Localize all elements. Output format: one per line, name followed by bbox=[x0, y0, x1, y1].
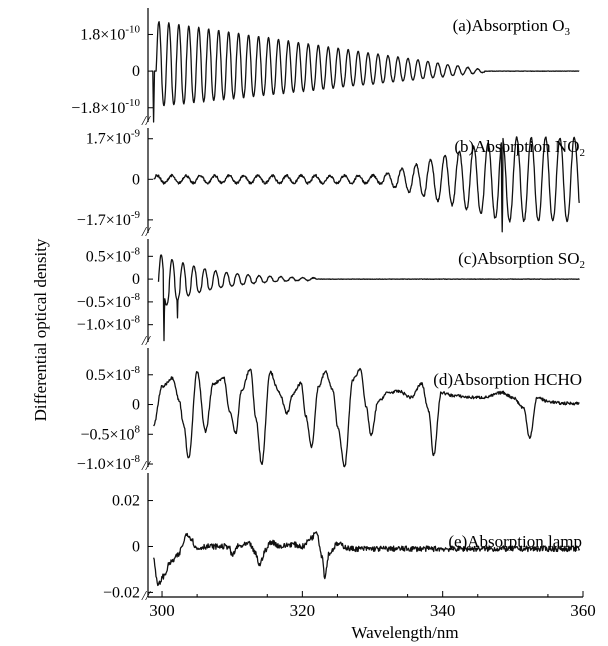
panel-d-title: (d)Absorption HCHO bbox=[433, 370, 582, 389]
series-line-a bbox=[151, 21, 580, 123]
axis-break-marker: // bbox=[141, 589, 151, 604]
y-tick-label: −1.0×10-8 bbox=[77, 314, 141, 334]
y-tick-label: 0 bbox=[132, 271, 140, 288]
axis-break-marker: // bbox=[141, 114, 151, 129]
panel-e: // 0.02 0 −0.02 (e)Absorption lamp bbox=[103, 473, 582, 604]
panel-c: // 0.5×10-8 0 −0.5×10-8 −1.0×10-8 (c)Absorpti… bbox=[77, 239, 585, 349]
panel-c-title: (c)Absorption SO2 bbox=[458, 249, 585, 271]
panel-a: // 1.8×10-10 0 −1.8×10-10 (a)Absorption O3 bbox=[71, 8, 580, 129]
y-tick-label: 0 bbox=[132, 63, 140, 80]
y-tick-label: 0.02 bbox=[112, 493, 140, 510]
x-tick-label: 300 bbox=[149, 601, 175, 620]
x-tick-label: 320 bbox=[290, 601, 316, 620]
panel-e-title: (e)Absorption lamp bbox=[448, 532, 582, 551]
series-line-b bbox=[153, 136, 580, 233]
y-tick-label: −0.5×108 bbox=[80, 423, 140, 443]
x-axis-label: Wavelength/nm bbox=[351, 623, 458, 642]
y-tick-label: 0 bbox=[132, 538, 140, 555]
y-tick-label: −1.0×10-8 bbox=[77, 453, 141, 473]
series-line-e bbox=[152, 531, 581, 587]
y-tick-label: 0.5×10-8 bbox=[86, 364, 141, 384]
y-tick-label: 0.5×10-8 bbox=[86, 245, 141, 265]
series-line-c bbox=[157, 254, 580, 342]
series-line-d bbox=[153, 367, 580, 468]
panel-a-title: (a)Absorption O3 bbox=[453, 16, 571, 38]
y-tick-label: −1.7×10-9 bbox=[77, 209, 141, 229]
y-tick-label: −1.8×10-10 bbox=[71, 97, 140, 117]
y-tick-label: 0 bbox=[132, 397, 140, 414]
axis-break-marker: // bbox=[141, 225, 151, 240]
y-tick-label: 1.8×10-10 bbox=[80, 23, 140, 43]
y-axis-label: Differential optical density bbox=[31, 238, 50, 421]
x-tick-label: 360 bbox=[570, 601, 596, 620]
y-tick-label: 1.7×10-9 bbox=[86, 128, 141, 148]
x-tick-label: 340 bbox=[430, 601, 456, 620]
y-tick-label: 0 bbox=[132, 171, 140, 188]
axis-break-marker: // bbox=[141, 334, 151, 349]
panel-b-title: (b)Absorption NO2 bbox=[454, 137, 585, 159]
axis-break-marker: // bbox=[141, 459, 151, 474]
x-axis: 300 320 340 360 bbox=[148, 591, 596, 620]
y-tick-label: −0.02 bbox=[103, 584, 140, 601]
panel-d: // 0.5×10-8 0 −0.5×108 −1.0×10-8 (d)Absorptio… bbox=[77, 348, 582, 474]
y-tick-label: −0.5×10-8 bbox=[77, 291, 141, 311]
panels-group: //1.8×10-100−1.8×10-10(a)Absorption O3//… bbox=[71, 8, 596, 620]
panel-b: // 1.7×10-9 0 −1.7×10-9 (b)Absorption NO2 bbox=[77, 128, 585, 240]
